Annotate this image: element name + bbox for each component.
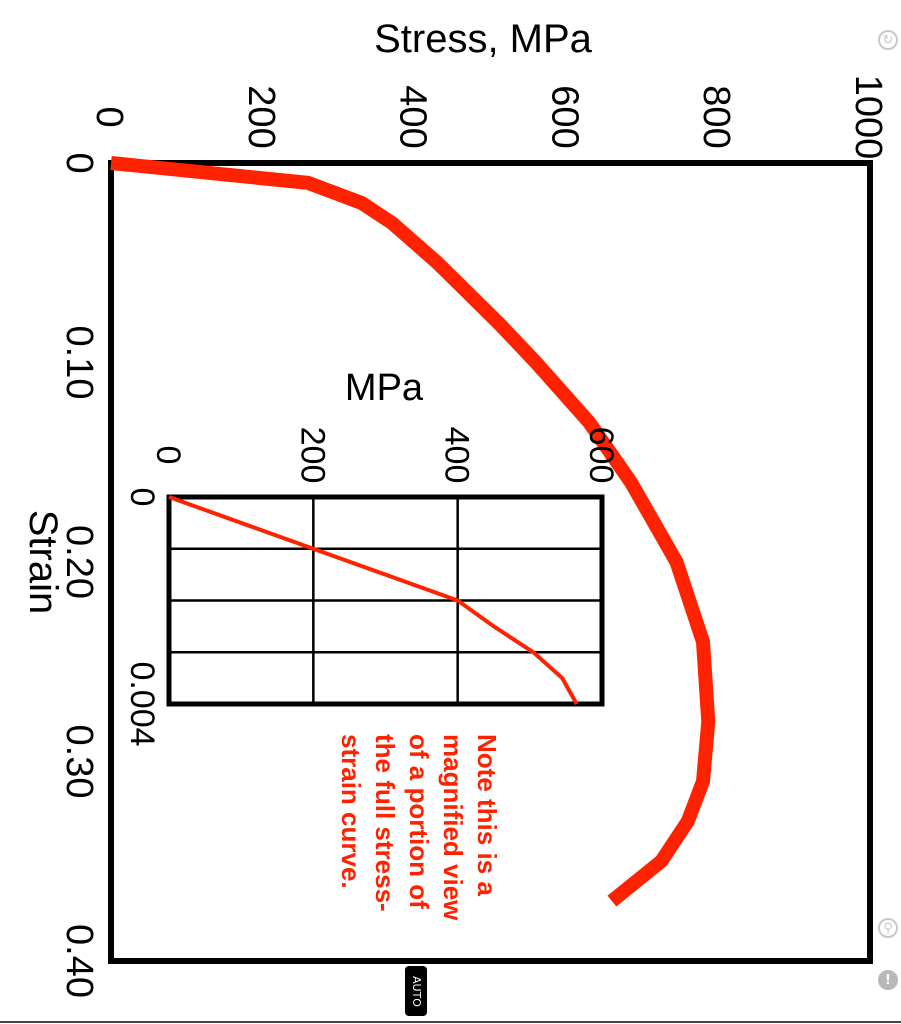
accessibility-icon[interactable]: ⚲ — [878, 918, 898, 938]
annotation-line-1: Note this is a — [472, 734, 502, 896]
stress-tick-label: 0 — [88, 106, 130, 127]
main-strain-tick-labels: 0 0.10 0.20 0.30 0.40 — [58, 152, 100, 998]
strain-tick-label: 0 — [58, 152, 100, 173]
inset-stress-tick-label: 400 — [438, 427, 476, 484]
inset-stress-tick-label: 0 — [149, 446, 187, 465]
inset-strain-tick-label: 0.004 — [123, 661, 161, 746]
inset-strain-tick-label: 0 — [123, 488, 161, 507]
main-stress-strain-curve — [110, 156, 716, 907]
strain-tick-label: 0.20 — [58, 525, 100, 599]
stress-tick-label: 800 — [695, 85, 737, 148]
inset-stress-tick-labels: 0 200 400 600 — [149, 427, 620, 484]
stress-tick-label: 200 — [240, 85, 282, 148]
stress-axis-title: Stress, MPa — [374, 17, 593, 61]
auto-badge[interactable]: AUTO — [405, 966, 427, 1016]
auto-badge-label: AUTO — [409, 975, 423, 1007]
inset-stress-tick-label: 600 — [582, 427, 620, 484]
stress-tick-label: 400 — [392, 85, 434, 148]
bottom-divider — [0, 1021, 901, 1023]
strain-tick-label: 0.30 — [58, 725, 100, 799]
strain-tick-label: 0.40 — [58, 924, 100, 998]
annotation-line-4: the full stress- — [370, 734, 400, 912]
main-plot-frame — [108, 160, 873, 964]
main-stress-tick-labels: 0 200 400 600 800 1000 — [88, 75, 889, 160]
info-icon[interactable]: ! — [878, 970, 898, 990]
stress-tick-label: 1000 — [847, 75, 889, 160]
annotation-line-5: strain curve. — [336, 734, 366, 889]
strain-tick-label: 0.10 — [58, 326, 100, 400]
inset-stress-tick-label: 200 — [293, 427, 331, 484]
inset-stress-axis-title: MPa — [345, 367, 424, 409]
strain-axis-title: Strain — [21, 510, 65, 615]
refresh-icon[interactable]: ↻ — [878, 30, 898, 50]
annotation-line-3: of a portion of — [404, 734, 434, 909]
annotation-line-2: magnified view — [438, 734, 468, 921]
inset-strain-tick-labels: 0 0.004 — [123, 488, 161, 747]
inset-annotation-note: Note this is a magnified view of a porti… — [336, 734, 502, 921]
stress-tick-label: 600 — [543, 85, 585, 148]
inset-stress-strain-curve — [168, 495, 579, 705]
inset-chart: 0 0.004 0 200 400 600 MPa — [123, 367, 620, 747]
